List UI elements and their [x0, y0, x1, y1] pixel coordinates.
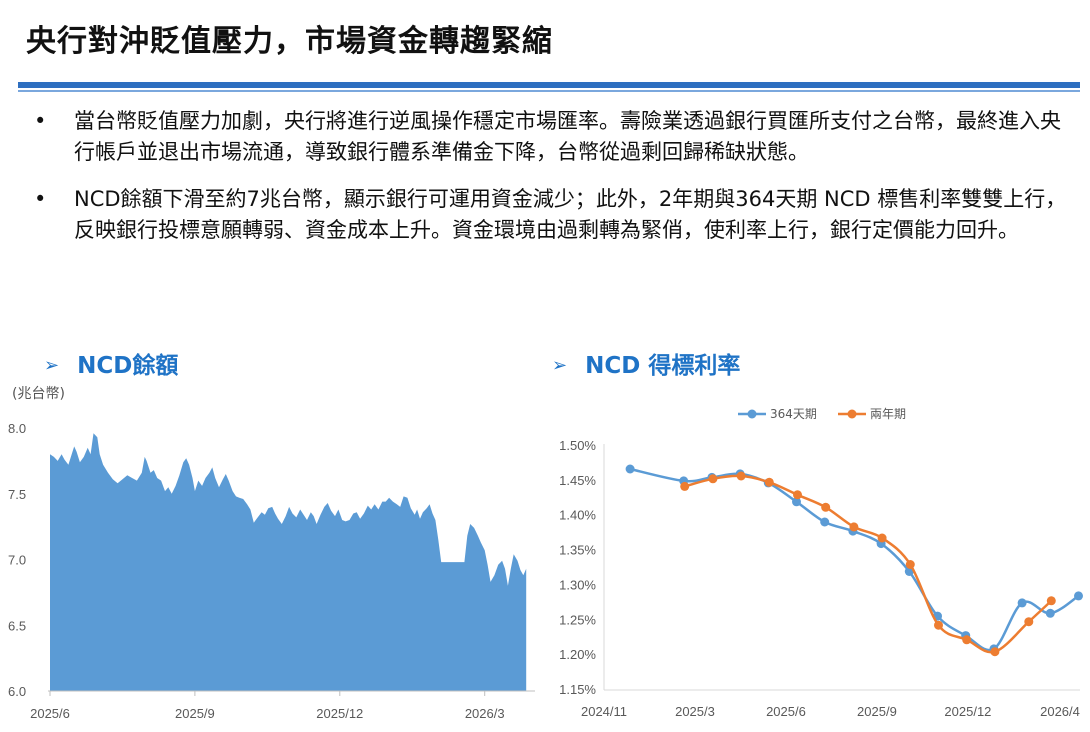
balance-area-series	[50, 433, 527, 691]
legend-swatch-marker	[747, 409, 757, 419]
data-point	[1045, 608, 1055, 618]
bullet-item: • 當台幣貶值壓力加劇，央行將進行逆風操作穩定市場匯率。壽險業透過銀行買匯所支付…	[34, 106, 1074, 168]
bullet-marker: •	[34, 109, 47, 133]
x-tick-label: 2025/9	[857, 704, 897, 719]
data-point	[934, 620, 943, 630]
legend-label: 兩年期	[870, 407, 906, 421]
data-point	[877, 533, 887, 543]
arrow-icon: ➢	[44, 355, 60, 376]
y-tick-label: 1.15%	[559, 682, 596, 697]
x-tick-label: 2024/11	[581, 704, 627, 719]
bullet-text: NCD餘額下滑至約7兆台幣，顯示銀行可運用資金減少；此外，2年期與364天期 N…	[74, 187, 1067, 242]
y-tick-label: 1.20%	[559, 647, 596, 662]
ncd-balance-heading: ➢ NCD餘額	[44, 346, 178, 380]
bullet-marker: •	[34, 187, 47, 211]
arrow-icon: ➢	[552, 355, 568, 376]
series-line-364-day	[629, 467, 1080, 652]
data-point	[849, 522, 859, 532]
data-point	[1046, 596, 1056, 606]
data-point	[625, 464, 635, 474]
y-tick-label: 1.30%	[559, 577, 596, 592]
data-point	[792, 497, 801, 507]
x-tick-label: 2025/3	[675, 704, 715, 719]
x-tick-label: 2025/9	[175, 706, 215, 721]
data-point	[1017, 598, 1027, 608]
data-point	[990, 647, 1000, 657]
data-point	[764, 477, 774, 487]
x-tick-label: 2026/3	[465, 706, 505, 721]
x-tick-label: 2025/12	[316, 706, 363, 721]
y-tick-label: 1.35%	[559, 543, 596, 558]
data-point	[962, 635, 972, 645]
y-tick-label: 6.0	[8, 684, 26, 699]
page-title: 央行對沖貶值壓力，市場資金轉趨緊縮	[26, 24, 553, 59]
y-axis-unit-label: (兆台幣)	[12, 386, 65, 402]
y-tick-label: 1.25%	[559, 612, 596, 627]
data-point	[904, 567, 914, 576]
data-point	[680, 481, 690, 491]
y-tick-label: 1.45%	[559, 473, 596, 488]
bullet-item: • NCD餘額下滑至約7兆台幣，顯示銀行可運用資金減少；此外，2年期與364天期…	[34, 184, 1074, 246]
y-tick-label: 1.50%	[559, 438, 596, 453]
x-tick-label: 2025/12	[944, 704, 991, 719]
data-point	[905, 560, 915, 569]
bullet-list: • 當台幣貶值壓力加劇，央行將進行逆風操作穩定市場匯率。壽險業透過銀行買匯所支付…	[34, 106, 1074, 262]
data-point	[736, 471, 746, 481]
ncd-balance-title: NCD餘額	[77, 353, 179, 379]
x-tick-label: 2025/6	[766, 704, 806, 719]
ncd-rate-title: NCD 得標利率	[585, 353, 741, 379]
y-tick-label: 7.5	[8, 487, 26, 502]
data-point	[820, 517, 830, 527]
y-tick-label: 8.0	[8, 421, 26, 436]
data-point	[793, 490, 802, 500]
x-tick-label: 2025/6	[30, 706, 70, 721]
title-divider	[18, 82, 1080, 88]
x-tick-label: 2026/4	[1040, 704, 1080, 719]
y-tick-label: 7.0	[8, 553, 26, 568]
series-line-two-year	[684, 474, 1053, 654]
data-point	[1024, 617, 1034, 627]
data-point	[1074, 591, 1083, 601]
data-point	[821, 502, 831, 512]
y-tick-label: 6.5	[8, 618, 26, 633]
y-tick-label: 1.40%	[559, 508, 596, 523]
legend-swatch-marker	[847, 409, 857, 419]
title-divider-thin	[18, 90, 1080, 92]
ncd-rate-heading: ➢ NCD 得標利率	[552, 346, 740, 380]
bullet-text: 當台幣貶值壓力加劇，央行將進行逆風操作穩定市場匯率。壽險業透過銀行買匯所支付之台…	[74, 109, 1061, 164]
data-point	[708, 474, 718, 484]
legend-label: 364天期	[770, 407, 817, 421]
